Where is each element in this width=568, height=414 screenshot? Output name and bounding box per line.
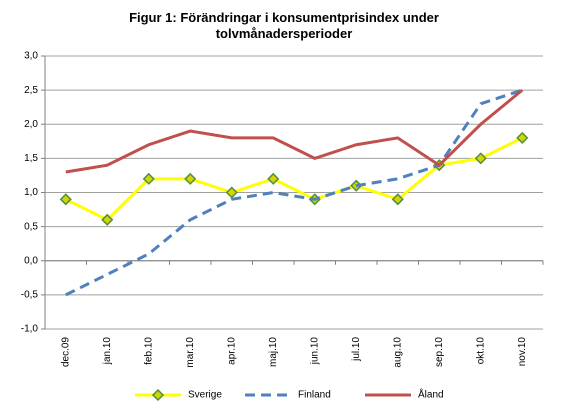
y-tick-label: 2,0 (24, 119, 38, 130)
x-tick-label: feb.10 (143, 337, 154, 365)
y-tick-label: 2,5 (24, 85, 38, 96)
series-line (65, 136, 523, 222)
y-tick-label: -1,0 (21, 324, 39, 335)
legend-marker (151, 388, 165, 402)
y-tick-label: 0,5 (24, 221, 38, 232)
legend-label: Sverige (188, 390, 222, 401)
y-tick-label: 0,0 (24, 255, 38, 266)
x-tick-label: jul.10 (351, 337, 362, 362)
y-tick-label: 3,0 (24, 51, 38, 62)
x-tick-label: maj.10 (268, 337, 279, 367)
x-tick-label: sep.10 (434, 337, 445, 367)
marker (516, 131, 529, 144)
series-line (65, 88, 524, 174)
legend-label: Åland (418, 388, 444, 401)
legend-label: Finland (298, 390, 331, 401)
y-tick-label: 1,5 (24, 153, 38, 164)
marker (474, 152, 487, 165)
marker (59, 193, 72, 206)
x-tick-label: dec.09 (60, 337, 71, 367)
marker (142, 172, 155, 185)
series-line (65, 88, 523, 297)
marker (391, 193, 404, 206)
y-tick-label: -0,5 (21, 290, 39, 301)
chart-title: Figur 1: Förändringar i konsumentprisind… (129, 10, 439, 41)
marker (184, 172, 197, 185)
x-tick-label: aug.10 (392, 337, 403, 368)
x-tick-label: apr.10 (226, 337, 237, 365)
x-tick-label: okt.10 (475, 337, 486, 365)
x-tick-label: nov.10 (517, 337, 528, 367)
y-tick-label: 1,0 (24, 187, 38, 198)
marker (267, 172, 280, 185)
x-tick-label: mar.10 (185, 337, 196, 368)
x-tick-label: jan.10 (102, 337, 113, 366)
x-tick-label: jun.10 (309, 337, 320, 366)
marker (101, 213, 114, 226)
marker (225, 186, 238, 199)
